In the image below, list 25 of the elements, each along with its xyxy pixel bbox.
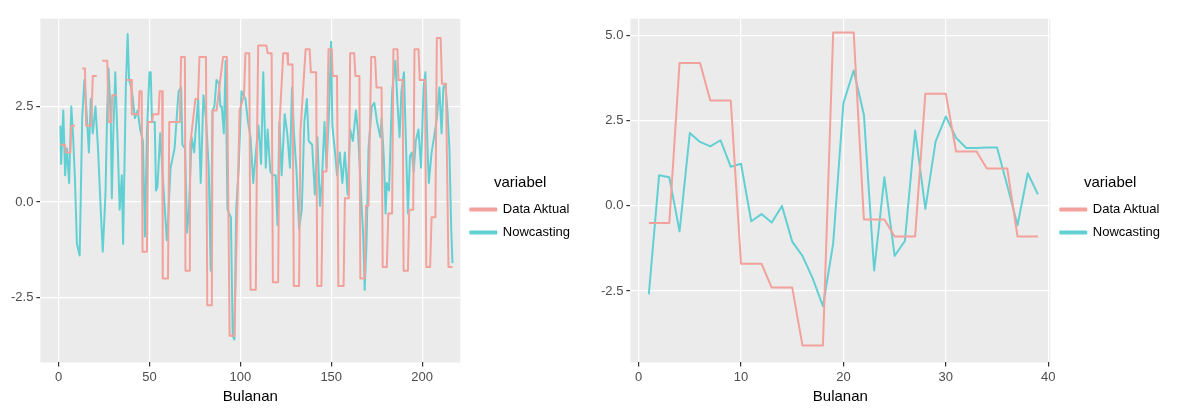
x-tick-label: 20: [836, 368, 851, 384]
y-tick-label: 2.5: [15, 98, 34, 114]
y-tick-label: 0.0: [15, 193, 34, 209]
legend-label: Nowcasting: [502, 224, 570, 240]
legend-title: variabel: [1083, 172, 1137, 190]
x-tick-label: 0: [54, 368, 63, 384]
legend-title: variabel: [493, 172, 547, 190]
y-tick-label: -2.5: [10, 289, 34, 305]
y-tick-label: 5.0: [605, 27, 624, 43]
y-tick-label: 2.5: [605, 112, 624, 128]
x-tick-label: 30: [938, 368, 954, 384]
y-tick-label: 0.0: [605, 197, 624, 213]
x-tick-label: 100: [229, 368, 252, 384]
x-tick-label: 40: [1041, 368, 1056, 384]
y-tick-label: -2.5: [600, 282, 624, 298]
x-axis-title: Bulanan: [222, 387, 278, 405]
x-axis-title: Bulanan: [812, 387, 868, 405]
x-tick-label: 150: [320, 368, 343, 384]
x-tick-label: 0: [634, 368, 643, 384]
legend-label: Nowcasting: [1092, 224, 1160, 240]
legend-label: Data Aktual: [502, 201, 570, 217]
x-tick-label: 50: [142, 368, 157, 384]
legend-label: Data Aktual: [1092, 201, 1160, 217]
x-tick-label: 10: [733, 368, 749, 384]
x-tick-label: 200: [411, 368, 433, 384]
